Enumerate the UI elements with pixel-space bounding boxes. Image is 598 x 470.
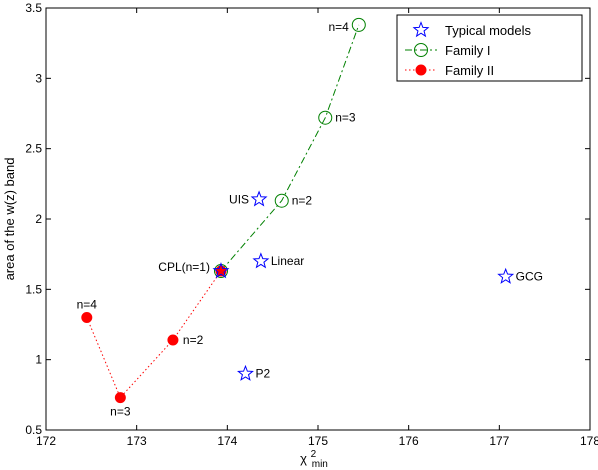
x-tick-label: 172 [36,434,56,448]
data-label: n=4 [328,20,349,34]
data-label: P2 [255,367,270,381]
x-tick-label: 174 [217,434,237,448]
data-label: n=2 [183,333,204,347]
x-axis-label-main: χ [300,451,307,466]
series-layer: n=2 n=3 n=4 n=4 n=3 n=2 CPL(n=1) UIS Linear P2 GCG [77,17,543,419]
legend-marker [414,43,428,57]
legend-marker [415,64,427,76]
data-label: n=3 [110,405,131,419]
x-axis-label-sup: 2 [311,449,317,460]
y-tick-label: 3 [35,71,42,85]
legend-label: Family II [445,63,494,78]
data-point [318,110,333,125]
y-axis-label: area of the w(z) band [2,158,17,281]
data-point [212,262,230,279]
x-tick-label: 173 [127,434,147,448]
x-tick-label: 176 [399,434,419,448]
data-point [274,193,289,208]
legend-marker [412,21,430,38]
y-tick-label: 0.5 [25,423,42,437]
axes-layer: 172 173 174 175 176 177 178 0.5 1 1.5 2 2.5 3 3.5 [25,1,598,448]
legend-label: Family I [445,43,491,58]
data-label: GCG [516,270,543,284]
x-tick-label: 178 [580,434,598,448]
data-point [167,334,179,346]
y-tick-label: 1.5 [25,282,42,296]
data-point [351,17,366,32]
data-point [81,311,93,323]
legend-label: Typical models [445,23,531,38]
data-point [250,190,268,207]
x-tick-label: 175 [308,434,328,448]
data-point [252,252,270,269]
data-point [237,364,254,381]
data-label: Linear [271,254,304,268]
x-axis-label-sub: min [312,459,328,470]
data-label: n=4 [77,297,98,311]
x-tick-label: 177 [489,434,509,448]
legend: Typical models Family I Family II [396,14,583,82]
legend-box [396,14,583,82]
series-line-1 [220,24,360,272]
y-tick-label: 2.5 [25,142,42,156]
data-label: n=2 [292,194,313,208]
data-label: n=3 [335,111,356,125]
y-tick-label: 2 [35,212,42,226]
data-point [497,267,515,284]
x-axis-label: χ 2 min [300,445,328,470]
y-tick-label: 1 [35,353,42,367]
data-label: UIS [229,192,249,206]
y-tick-label: 3.5 [25,1,42,15]
data-label: CPL(n=1) [158,260,210,274]
data-point [114,392,126,404]
